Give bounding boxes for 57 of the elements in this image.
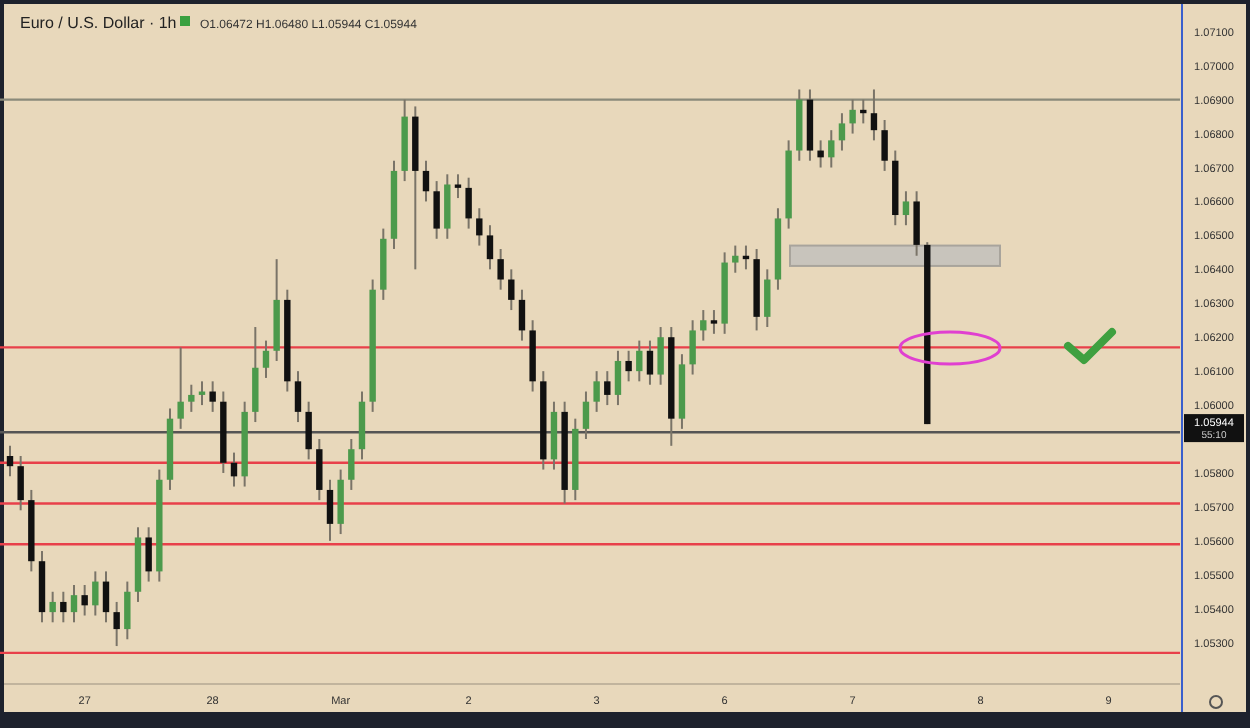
candlestick <box>113 600 120 648</box>
candlestick <box>497 247 504 291</box>
candlestick <box>209 380 216 413</box>
candlestick <box>81 583 88 617</box>
candlestick <box>732 244 739 274</box>
candlestick <box>17 455 24 512</box>
candlestick <box>465 176 472 230</box>
candlestick <box>550 400 558 471</box>
candlestick <box>913 190 920 257</box>
candlestick <box>593 370 600 413</box>
candlestick <box>6 444 14 478</box>
candlestick <box>124 580 131 641</box>
candlestick <box>145 526 152 583</box>
candlestick <box>60 590 67 624</box>
candlestick <box>433 180 440 240</box>
candlestick <box>518 288 526 342</box>
candlestick <box>348 438 355 491</box>
candlestick <box>188 383 195 413</box>
candlestick <box>764 268 771 329</box>
candlestick <box>70 583 78 624</box>
candlestick <box>817 139 824 169</box>
candlestick <box>252 326 259 424</box>
candlestick <box>49 590 56 624</box>
candlestick <box>604 370 611 407</box>
candlestick <box>454 173 462 200</box>
candlestick <box>625 349 632 383</box>
candlestick <box>582 390 590 441</box>
candlestick <box>262 339 270 379</box>
candlestick <box>316 438 323 502</box>
candlestick <box>486 224 494 271</box>
candlestick <box>849 98 856 135</box>
candlestick <box>294 370 302 424</box>
candlestick <box>102 570 110 624</box>
candlestick <box>326 478 334 542</box>
candlestick <box>92 570 99 617</box>
candlestick <box>700 309 707 342</box>
candlestick <box>230 451 238 488</box>
candlestick <box>444 173 451 240</box>
candlestick <box>614 349 622 407</box>
candlestick <box>476 207 483 247</box>
candlestick <box>870 88 878 142</box>
candlestick <box>177 346 184 430</box>
candlestick <box>657 326 664 386</box>
candlestick <box>902 190 910 227</box>
candlestick <box>646 339 654 386</box>
candlestick <box>508 268 515 312</box>
candlestick <box>689 319 696 376</box>
candlestick <box>422 159 430 203</box>
chart-title: Euro / U.S. Dollar · 1h <box>20 14 177 32</box>
candlestick <box>358 390 366 461</box>
candlestick <box>710 309 718 335</box>
candlestick <box>881 119 888 172</box>
candlestick <box>305 400 312 461</box>
candlestick <box>636 339 643 383</box>
candlestick <box>838 112 846 152</box>
candlestick <box>828 129 835 169</box>
candlestick <box>337 468 344 536</box>
